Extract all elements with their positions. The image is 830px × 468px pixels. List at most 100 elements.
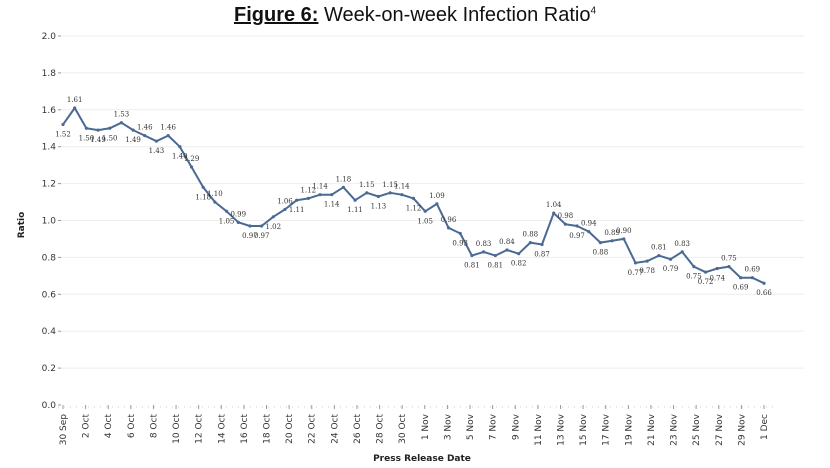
data-point <box>376 194 381 199</box>
data-point <box>715 266 719 271</box>
data-label: 0.78 <box>639 267 655 275</box>
x-tick-label: 10 Oct <box>172 414 182 444</box>
data-point <box>645 259 649 263</box>
data-label: 1.04 <box>546 201 562 209</box>
data-label: 1.50 <box>79 134 95 142</box>
x-tick-label: 27 Nov <box>715 413 725 446</box>
y-tick-label: 0.2 <box>42 364 56 374</box>
x-tick-label: 9 Nov <box>511 413 521 440</box>
data-point <box>154 139 159 143</box>
data-point <box>119 121 124 125</box>
data-point <box>73 106 77 110</box>
data-point <box>189 165 194 169</box>
data-label: 1.46 <box>137 124 153 132</box>
data-point <box>446 226 451 230</box>
data-point <box>458 231 462 236</box>
data-label: 0.84 <box>499 238 515 246</box>
data-point <box>318 193 322 197</box>
x-tick-label: 16 Oct <box>240 414 250 444</box>
data-label: 1.09 <box>429 192 445 200</box>
data-label: 1.05 <box>417 217 433 225</box>
gridlines <box>61 35 804 369</box>
figure-number: Figure 6: <box>234 4 319 26</box>
data-label: 1.43 <box>149 147 165 155</box>
x-tick-label: 30 Oct <box>398 414 408 444</box>
data-label: 1.10 <box>207 190 223 198</box>
data-point <box>131 128 135 132</box>
data-point <box>750 276 754 280</box>
data-label: 0.77 <box>628 269 644 277</box>
x-tick-label: 1 Dec <box>760 414 770 440</box>
data-point <box>680 250 684 254</box>
data-label: 1.40 <box>172 153 188 161</box>
x-tick-label: 18 Oct <box>263 414 273 444</box>
data-point <box>224 209 229 213</box>
x-tick-label: 28 Oct <box>376 414 386 444</box>
data-point <box>353 198 357 202</box>
data-point <box>423 209 427 213</box>
data-labels: 1.521.611.501.491.501.531.491.461.431.46… <box>55 96 772 297</box>
data-label: 0.83 <box>476 240 492 248</box>
data-point <box>260 224 264 228</box>
data-label: 1.46 <box>160 124 176 132</box>
y-axis-label: Ratio <box>17 212 27 239</box>
data-label: 0.81 <box>487 262 503 270</box>
data-point <box>470 253 474 258</box>
x-tick-label: 22 Oct <box>308 414 318 444</box>
data-point <box>108 126 112 130</box>
data-label: 0.93 <box>452 239 468 247</box>
data-point <box>283 207 287 212</box>
data-point <box>143 134 147 138</box>
data-point <box>236 220 240 224</box>
data-label: 0.66 <box>756 289 772 297</box>
y-tick-label: 1.0 <box>42 217 57 227</box>
data-point <box>587 229 591 234</box>
data-label: 0.75 <box>721 255 737 263</box>
data-points <box>61 106 766 285</box>
data-label: 1.18 <box>336 175 352 183</box>
x-tick-label: 1 Nov <box>421 413 431 440</box>
data-label: 1.61 <box>67 96 83 104</box>
data-label: 0.99 <box>230 210 246 218</box>
x-tick-label: 29 Nov <box>737 413 747 446</box>
data-point <box>657 253 661 258</box>
x-tick-label: 30 Sep <box>59 414 69 446</box>
data-label: 1.15 <box>382 181 398 189</box>
data-label: 1.49 <box>90 136 106 144</box>
data-label: 1.11 <box>289 206 305 214</box>
x-tick-label: 6 Oct <box>127 414 137 439</box>
data-point <box>213 200 217 204</box>
x-tick-label: 20 Oct <box>285 414 295 444</box>
data-point <box>306 196 310 200</box>
x-tick-label: 24 Oct <box>330 414 340 444</box>
data-label: 1.12 <box>406 204 422 212</box>
x-tick-label: 4 Oct <box>104 414 114 439</box>
x-tick-label: 14 Oct <box>217 414 227 444</box>
data-label: 1.50 <box>102 134 118 142</box>
x-tick-label: 19 Nov <box>624 413 634 446</box>
data-point <box>96 128 100 132</box>
title-footnote: 4 <box>590 5 596 17</box>
data-label: 0.89 <box>604 229 620 237</box>
data-label: 0.81 <box>464 262 480 270</box>
title-text: Week-on-week Infection Ratio <box>318 4 591 26</box>
y-tick-label: 1.6 <box>42 106 57 116</box>
data-point <box>411 196 416 200</box>
data-point <box>295 198 299 202</box>
data-label: 0.96 <box>441 216 457 224</box>
data-label: 1.52 <box>55 131 71 139</box>
data-label: 0.82 <box>511 260 527 268</box>
y-tick-label: 1.2 <box>42 180 56 190</box>
data-point <box>692 265 696 269</box>
data-point <box>563 222 567 226</box>
data-label: 1.14 <box>312 183 328 191</box>
x-tick-label: 8 Oct <box>149 414 159 439</box>
data-point <box>435 202 439 206</box>
data-label: 1.12 <box>301 186 317 194</box>
data-point <box>388 191 392 195</box>
x-tick-label: 23 Nov <box>670 413 680 446</box>
data-label: 0.69 <box>733 284 749 292</box>
data-point <box>505 248 509 252</box>
x-axis-label: Press Release Date <box>373 454 471 464</box>
data-point <box>365 191 369 195</box>
